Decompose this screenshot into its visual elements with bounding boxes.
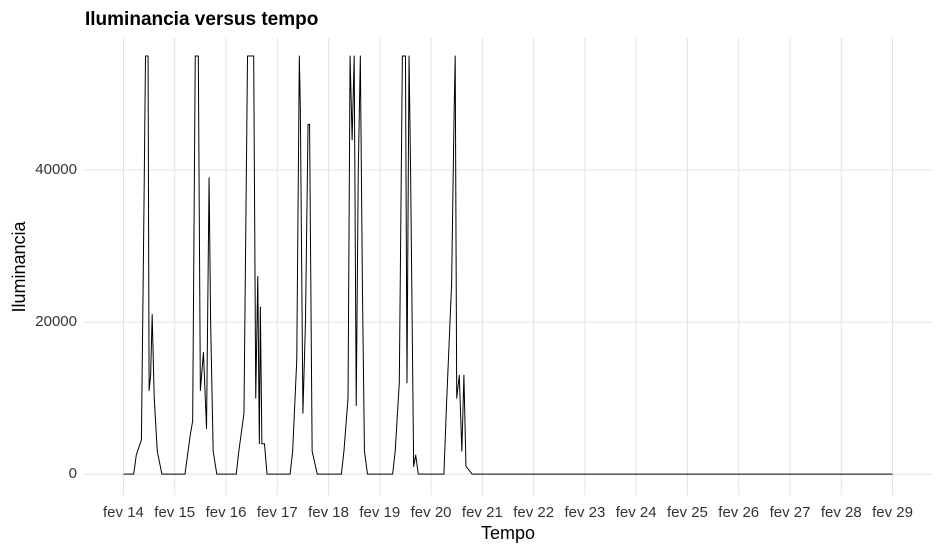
- x-tick-label: fev 19: [359, 504, 400, 521]
- x-tick-label: fev 18: [308, 504, 349, 521]
- x-tick-label: fev 26: [718, 504, 759, 521]
- x-tick-label: fev 27: [770, 504, 811, 521]
- x-tick-label: fev 29: [872, 504, 913, 521]
- x-tick-label: fev 20: [411, 504, 452, 521]
- x-tick-label: fev 15: [154, 504, 195, 521]
- x-tick-label: fev 28: [821, 504, 862, 521]
- y-tick-label: 40000: [35, 161, 77, 178]
- x-tick-label: fev 16: [206, 504, 247, 521]
- plot: [123, 55, 893, 475]
- chart-title: Iluminancia versus tempo: [85, 9, 318, 30]
- x-tick-label: fev 25: [667, 504, 708, 521]
- x-tick-label: fev 17: [257, 504, 298, 521]
- x-tick-label: fev 14: [103, 504, 144, 521]
- y-axis-label: Iluminancia: [9, 220, 29, 312]
- x-tick-label: fev 23: [564, 504, 605, 521]
- x-tick-label: fev 22: [513, 504, 554, 521]
- x-tick-label: fev 24: [616, 504, 657, 521]
- data-line: [123, 55, 893, 475]
- x-axis-label: Tempo: [481, 523, 535, 543]
- y-tick-label: 0: [69, 465, 77, 482]
- x-tick-label: fev 21: [462, 504, 503, 521]
- y-tick-label: 20000: [35, 313, 77, 330]
- grid: [85, 38, 931, 495]
